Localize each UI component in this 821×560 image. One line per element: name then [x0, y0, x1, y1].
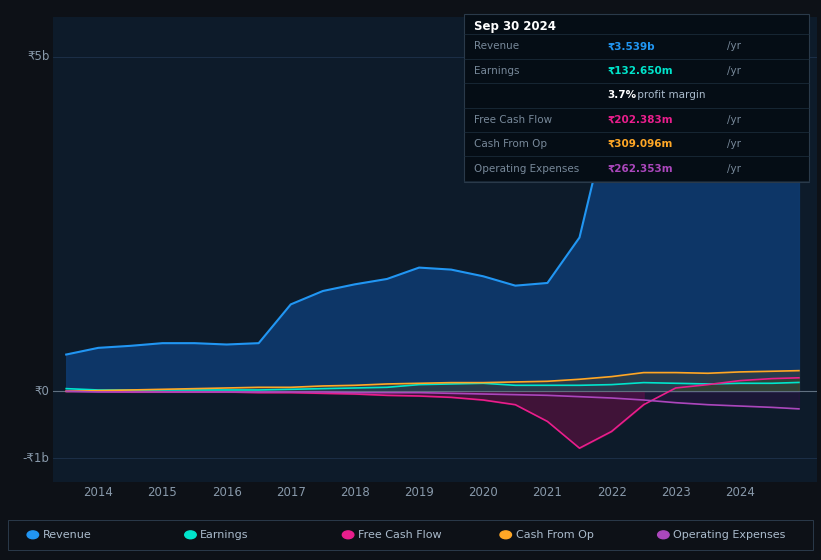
Text: 3.7%: 3.7%: [608, 90, 636, 100]
Text: /yr: /yr: [727, 115, 741, 125]
Text: Earnings: Earnings: [474, 66, 519, 76]
Text: /yr: /yr: [727, 41, 741, 52]
Text: ₹5b: ₹5b: [27, 50, 49, 63]
Text: ₹132.650m: ₹132.650m: [608, 66, 673, 76]
Text: Cash From Op: Cash From Op: [516, 530, 594, 540]
Text: /yr: /yr: [727, 139, 741, 149]
Text: ₹262.353m: ₹262.353m: [608, 164, 673, 174]
Text: -₹1b: -₹1b: [23, 452, 49, 465]
Text: Free Cash Flow: Free Cash Flow: [358, 530, 442, 540]
Text: ₹3.539b: ₹3.539b: [608, 41, 655, 52]
Text: Cash From Op: Cash From Op: [474, 139, 547, 149]
Text: /yr: /yr: [727, 164, 741, 174]
Text: ₹0: ₹0: [34, 385, 49, 398]
Text: Revenue: Revenue: [474, 41, 519, 52]
Text: Operating Expenses: Operating Expenses: [474, 164, 579, 174]
Text: /yr: /yr: [727, 66, 741, 76]
Text: profit margin: profit margin: [634, 90, 705, 100]
Text: Revenue: Revenue: [43, 530, 91, 540]
Text: Operating Expenses: Operating Expenses: [673, 530, 786, 540]
Text: Earnings: Earnings: [200, 530, 249, 540]
Text: Sep 30 2024: Sep 30 2024: [474, 20, 556, 32]
Text: Free Cash Flow: Free Cash Flow: [474, 115, 552, 125]
Text: ₹202.383m: ₹202.383m: [608, 115, 673, 125]
Text: ₹309.096m: ₹309.096m: [608, 139, 673, 149]
